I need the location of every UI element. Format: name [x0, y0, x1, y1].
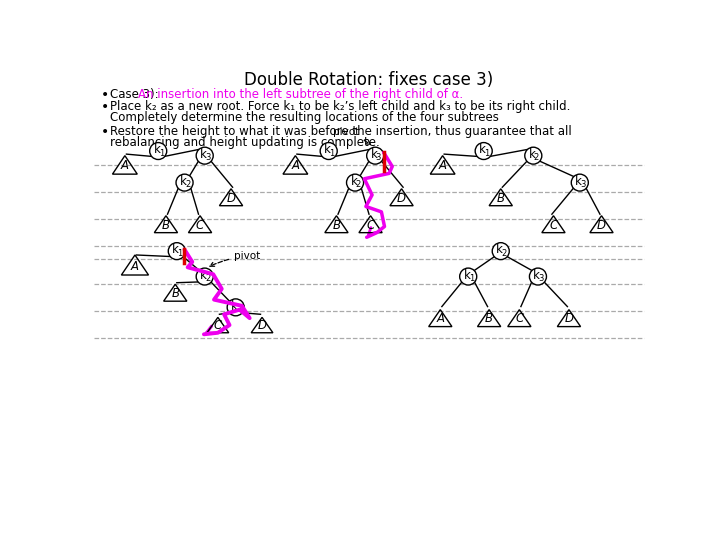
- Text: D: D: [597, 219, 606, 232]
- Text: 3: 3: [580, 180, 585, 190]
- Text: Completely determine the resulting locations of the four subtrees: Completely determine the resulting locat…: [110, 111, 499, 124]
- Text: B: B: [485, 313, 493, 326]
- Text: 3: 3: [376, 153, 381, 163]
- Circle shape: [228, 299, 244, 316]
- Text: 1: 1: [329, 149, 334, 158]
- Text: k: k: [479, 144, 486, 157]
- Text: k: k: [528, 148, 536, 161]
- Text: Restore the height to what it was before the insertion, thus guarantee that all: Restore the height to what it was before…: [110, 125, 572, 138]
- Circle shape: [571, 174, 588, 191]
- Text: k: k: [351, 175, 357, 188]
- Circle shape: [168, 242, 185, 260]
- Text: B: B: [497, 192, 505, 205]
- Text: k: k: [200, 148, 207, 161]
- Text: C: C: [196, 219, 204, 232]
- Text: k: k: [496, 244, 503, 256]
- Text: k: k: [464, 269, 470, 282]
- Text: C: C: [549, 219, 557, 232]
- Text: D: D: [397, 192, 406, 205]
- Text: k: k: [371, 148, 377, 161]
- Text: k: k: [324, 144, 331, 157]
- Circle shape: [320, 143, 337, 159]
- Text: A: A: [121, 159, 129, 172]
- Text: pivot: pivot: [210, 251, 261, 266]
- Text: C: C: [214, 319, 222, 332]
- Circle shape: [366, 147, 384, 164]
- Text: k: k: [172, 244, 179, 256]
- Circle shape: [525, 147, 542, 164]
- Text: C: C: [366, 219, 374, 232]
- Text: B: B: [162, 219, 170, 232]
- Text: C: C: [516, 313, 523, 326]
- Text: An insertion into the left subtree of the right child of α.: An insertion into the left subtree of th…: [138, 88, 463, 101]
- Text: 1: 1: [484, 149, 490, 158]
- Circle shape: [459, 268, 477, 285]
- Text: B: B: [333, 219, 341, 232]
- Text: 3: 3: [539, 274, 544, 284]
- Text: •: •: [101, 125, 109, 139]
- Text: 3: 3: [205, 153, 210, 163]
- Circle shape: [346, 174, 364, 191]
- Text: k: k: [231, 300, 238, 313]
- Text: 2: 2: [205, 274, 210, 284]
- Text: •: •: [101, 88, 109, 102]
- Text: 1: 1: [469, 274, 474, 284]
- Text: A: A: [292, 159, 300, 172]
- Circle shape: [196, 268, 213, 285]
- Text: 1: 1: [158, 149, 164, 158]
- Text: pivot: pivot: [333, 127, 370, 145]
- Text: 2: 2: [185, 180, 190, 190]
- Text: Double Rotation: fixes case 3): Double Rotation: fixes case 3): [244, 71, 494, 89]
- Circle shape: [475, 143, 492, 159]
- Text: 1: 1: [177, 249, 183, 258]
- Text: A: A: [436, 313, 444, 326]
- Circle shape: [529, 268, 546, 285]
- Circle shape: [492, 242, 509, 260]
- Text: k: k: [153, 144, 161, 157]
- Text: Place k₂ as a new root. Force k₁ to be k₂’s left child and k₃ to be its right ch: Place k₂ as a new root. Force k₁ to be k…: [110, 100, 570, 113]
- Text: 2: 2: [356, 180, 361, 190]
- Text: 2: 2: [501, 249, 506, 258]
- Text: k: k: [200, 269, 207, 282]
- Text: k: k: [180, 175, 186, 188]
- Text: D: D: [258, 319, 266, 332]
- Text: B: B: [171, 287, 179, 300]
- Text: A: A: [438, 159, 446, 172]
- Text: D: D: [564, 313, 573, 326]
- Text: 2: 2: [534, 153, 539, 163]
- Text: k: k: [534, 269, 540, 282]
- Text: Case 3):: Case 3):: [110, 88, 163, 101]
- Text: 3: 3: [236, 305, 241, 314]
- Text: •: •: [101, 100, 109, 114]
- Circle shape: [150, 143, 167, 159]
- Circle shape: [176, 174, 193, 191]
- Text: k: k: [575, 175, 582, 188]
- Text: A: A: [131, 260, 139, 273]
- Text: rebalancing and height updating is complete.: rebalancing and height updating is compl…: [110, 136, 380, 148]
- Circle shape: [196, 147, 213, 164]
- Text: D: D: [227, 192, 235, 205]
